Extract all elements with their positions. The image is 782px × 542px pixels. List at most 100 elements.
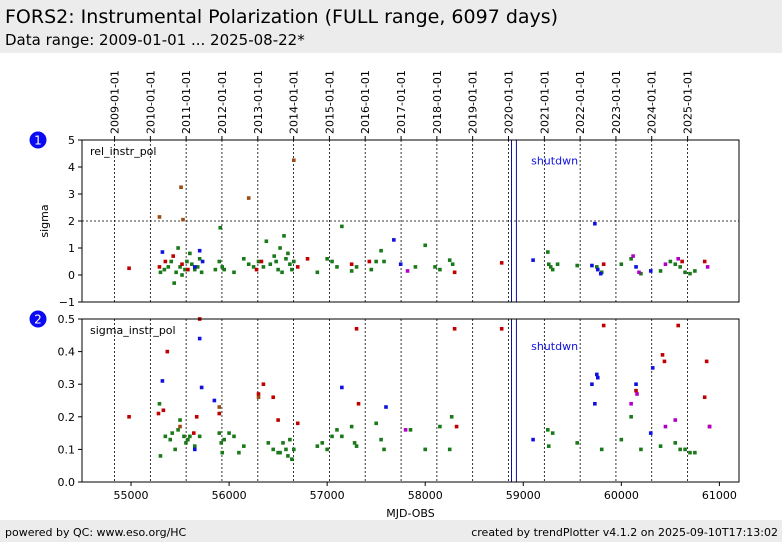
data-point-green: [220, 265, 225, 269]
y-tick-label: −1: [59, 296, 75, 309]
date-tick-label: 2023-01-01: [610, 70, 623, 134]
data-point-green: [278, 450, 282, 455]
data-point-green: [166, 265, 171, 269]
data-point-red: [191, 431, 196, 435]
data-point-green: [286, 251, 290, 256]
data-point-red: [156, 411, 161, 416]
x-tick-label: 60000: [604, 489, 639, 502]
data-point-green: [673, 441, 678, 445]
y-tick-label: 0.3: [58, 378, 76, 391]
data-point-blue: [531, 258, 535, 262]
data-point-blue: [648, 269, 653, 273]
data-point-brown: [256, 395, 261, 400]
data-point-green: [220, 450, 225, 455]
data-point-red: [452, 270, 457, 275]
data-point-blue: [340, 385, 344, 390]
data-point-green: [163, 434, 168, 439]
data-point-green: [197, 434, 202, 439]
data-point-green: [184, 441, 188, 445]
data-point-red: [157, 265, 162, 269]
date-tick-label: 2010-01-01: [144, 70, 157, 134]
data-point-green: [292, 259, 296, 264]
data-point-blue: [593, 221, 597, 226]
data-point-green: [157, 401, 162, 406]
date-tick-label: 2011-01-01: [180, 70, 193, 134]
data-point-blue: [595, 267, 600, 272]
data-point-green: [450, 262, 455, 266]
x-tick-label: 57000: [310, 489, 345, 502]
data-point-red: [356, 401, 361, 406]
data-point-green: [548, 265, 553, 269]
data-point-green: [237, 450, 241, 455]
data-point-green: [555, 262, 560, 266]
shutdown-annotation: shutdwn: [531, 340, 578, 353]
data-point-green: [178, 418, 182, 422]
data-point-blue: [595, 375, 600, 380]
data-point-green: [447, 447, 452, 452]
data-point-green: [282, 234, 286, 238]
data-point-green: [186, 437, 190, 442]
data-point-green: [330, 434, 334, 439]
data-point-red: [261, 382, 266, 386]
plot-frame: [81, 318, 740, 483]
panel-label: sigma_instr_pol: [90, 324, 176, 337]
data-point-green: [188, 434, 192, 439]
data-point-green: [335, 428, 339, 432]
data-point-green: [280, 270, 284, 275]
data-point-green: [599, 447, 604, 452]
data-point-blue: [590, 263, 594, 268]
data-point-magenta: [403, 428, 408, 432]
panel-number-badge: [29, 310, 47, 328]
date-tick-label: 2024-01-01: [646, 70, 659, 134]
data-point-green: [352, 441, 357, 445]
data-point-red: [662, 359, 667, 364]
data-point-green: [219, 441, 224, 445]
data-point-green: [438, 267, 442, 272]
data-point-green: [575, 441, 580, 445]
data-point-red: [254, 267, 259, 272]
data-point-brown: [178, 424, 182, 429]
date-tick-label: 2009-01-01: [109, 70, 122, 134]
y-tick-label: 0: [68, 269, 75, 282]
data-point-green: [241, 444, 246, 448]
data-point-red: [180, 262, 184, 266]
data-point-green: [172, 281, 176, 285]
data-point-red: [276, 418, 280, 422]
y-tick-label: 5: [68, 134, 75, 147]
data-point-green: [683, 270, 687, 275]
data-point-green: [174, 270, 178, 275]
data-point-green: [168, 437, 173, 442]
data-point-brown: [292, 158, 296, 163]
data-point-green: [379, 437, 383, 442]
data-point-green: [180, 273, 184, 277]
data-point-green: [683, 447, 687, 452]
x-tick-label: 61000: [702, 489, 737, 502]
data-point-magenta: [707, 424, 712, 429]
data-point-green: [213, 267, 218, 272]
data-point-green: [199, 270, 204, 275]
data-point-red: [186, 267, 190, 272]
data-point-green: [340, 434, 344, 439]
data-point-magenta: [663, 424, 668, 429]
data-point-green: [546, 444, 551, 448]
header-bar: FORS2: Instrumental Polarization (FULL r…: [0, 0, 782, 53]
data-point-green: [217, 259, 222, 264]
data-range-subtitle: Data range: 2009-01-01 ... 2025-08-22*: [5, 31, 305, 49]
x-tick-label: 59000: [506, 489, 541, 502]
data-point-green: [185, 259, 189, 264]
data-point-magenta: [635, 392, 639, 396]
data-point-green: [284, 447, 288, 452]
data-point-green: [423, 447, 428, 452]
data-point-green: [192, 444, 197, 448]
data-point-red: [127, 415, 131, 419]
data-point-green: [629, 257, 633, 261]
data-point-green: [658, 269, 663, 273]
data-point-blue: [384, 405, 388, 409]
data-point-red: [163, 259, 168, 264]
data-point-green: [222, 267, 226, 272]
data-point-brown: [157, 215, 162, 219]
data-point-green: [170, 431, 175, 435]
date-tick-label: 2019-01-01: [467, 70, 480, 134]
data-point-green: [251, 265, 256, 269]
data-point-red: [452, 326, 457, 331]
